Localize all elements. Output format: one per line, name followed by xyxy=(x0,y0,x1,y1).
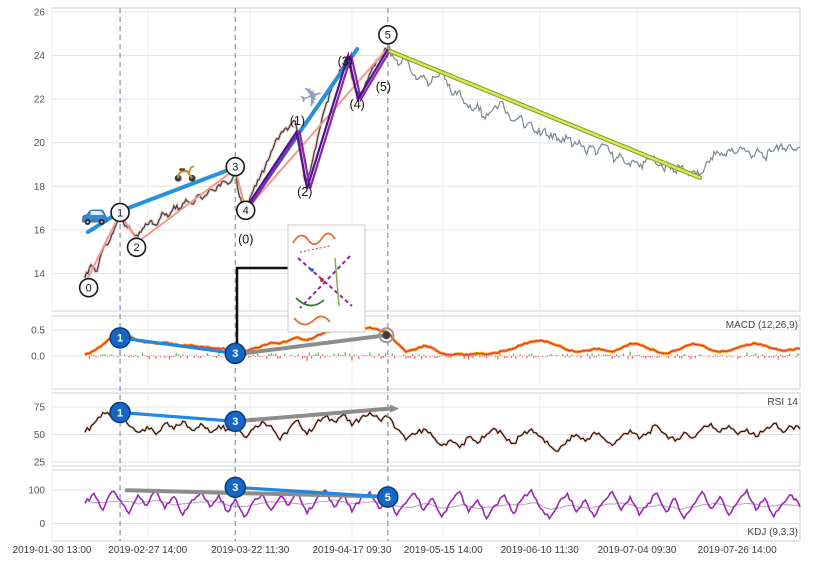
marker-circle-macd-1[interactable]: 1 xyxy=(109,327,131,349)
x-tick-label: 2019-03-22 11:30 xyxy=(211,545,290,556)
x-tick-label: 2019-06-10 11:30 xyxy=(501,545,580,556)
svg-text:5: 5 xyxy=(385,492,391,504)
y-tick-label: 100 xyxy=(28,486,45,497)
kdj-panel-label: KDJ (9,3,3) xyxy=(747,527,798,538)
x-tick-label: 2019-07-04 09:30 xyxy=(597,545,676,556)
macd-panel xyxy=(51,315,801,390)
svg-text:1: 1 xyxy=(117,333,123,345)
inset-dot xyxy=(320,278,324,282)
car-icon[interactable] xyxy=(82,209,108,226)
scooter-icon[interactable] xyxy=(174,165,196,182)
x-tick-label: 2019-02-27 14:00 xyxy=(108,545,187,556)
impulse-zigzag-purple-shadow xyxy=(249,48,392,207)
rsi-line xyxy=(84,409,801,452)
inset-sketch-green xyxy=(295,297,325,307)
x-tick-label: 2019-01-30 13:00 xyxy=(13,545,92,556)
price-line-decline xyxy=(387,44,801,178)
marker-circle-kdj-5[interactable]: 5 xyxy=(377,486,399,508)
trend-arrow-gray[interactable] xyxy=(233,406,393,424)
inset-sketch-purple-x xyxy=(297,255,353,309)
svg-text:3: 3 xyxy=(232,482,238,494)
y-tick-label: 24 xyxy=(34,51,46,62)
trend-line-blue[interactable] xyxy=(233,485,390,499)
inset-thumbnail[interactable] xyxy=(287,224,366,333)
sub-wave-label: (5) xyxy=(376,80,391,94)
sub-wave-label: (2) xyxy=(297,185,312,199)
inset-sketch-orange-top xyxy=(292,232,336,246)
svg-text:4: 4 xyxy=(243,205,249,217)
y-tick-label: 20 xyxy=(34,138,46,149)
trend-line-blue[interactable] xyxy=(118,336,237,355)
rsi-panel-label: RSI 14 xyxy=(767,397,798,408)
svg-text:3: 3 xyxy=(232,161,238,173)
svg-text:3: 3 xyxy=(232,416,238,428)
wave-circle-1[interactable]: 1 xyxy=(110,202,130,223)
wave-circle-4[interactable]: 4 xyxy=(235,200,256,221)
y-tick-label: 50 xyxy=(34,430,46,441)
marker-circle-kdj-3[interactable]: 3 xyxy=(224,476,247,499)
wave-trend-line-salmon[interactable] xyxy=(84,47,389,283)
y-tick-label: 14 xyxy=(34,269,46,280)
wave-circle-5[interactable]: 5 xyxy=(378,25,398,45)
inset-image[interactable] xyxy=(287,224,366,333)
y-tick-label: 0 xyxy=(39,519,45,530)
y-tick-label: 25 xyxy=(34,458,46,469)
inset-sketch-orange-bottom xyxy=(293,315,331,326)
sub-wave-label: (0) xyxy=(238,233,253,247)
arrow-end-ring xyxy=(378,327,395,344)
inset-sketch-green-line xyxy=(334,257,340,307)
sub-wave-label: (1) xyxy=(290,114,305,128)
wave-circle-3[interactable]: 3 xyxy=(225,156,246,177)
svg-text:2: 2 xyxy=(133,242,139,254)
inset-dot xyxy=(310,268,314,272)
macd-panel-label: MACD (12,26,9) xyxy=(725,320,798,331)
y-tick-label: 0.0 xyxy=(31,352,45,363)
svg-text:5: 5 xyxy=(385,30,391,42)
marker-circle-rsi-3[interactable]: 3 xyxy=(224,410,247,433)
svg-text:3: 3 xyxy=(232,348,238,360)
arrow-head xyxy=(390,404,400,413)
sub-wave-label: (3) xyxy=(338,55,353,69)
y-tick-label: 22 xyxy=(34,95,46,106)
trend-line-blue[interactable] xyxy=(118,410,237,423)
x-tick-label: 2019-04-17 09:30 xyxy=(312,545,391,556)
svg-text:1: 1 xyxy=(117,207,123,219)
svg-text:1: 1 xyxy=(117,407,123,419)
y-tick-label: 16 xyxy=(34,225,46,236)
inset-sketch-red xyxy=(299,245,331,253)
x-tick-label: 2019-05-15 14:00 xyxy=(404,545,483,556)
marker-circle-rsi-1[interactable]: 1 xyxy=(109,401,131,424)
wave-circle-0[interactable]: 0 xyxy=(78,277,99,298)
trend-arrow-gray[interactable] xyxy=(233,333,389,357)
kdj-k-line xyxy=(84,499,801,510)
decline-trend-line-green[interactable] xyxy=(388,50,701,179)
marker-circle-macd-3[interactable]: 3 xyxy=(224,342,247,365)
trend-line-blue[interactable] xyxy=(120,164,239,213)
y-tick-label: 0.5 xyxy=(31,326,45,337)
x-tick-label: 2019-07-26 14:00 xyxy=(698,545,777,556)
wave-circle-2[interactable]: 2 xyxy=(126,237,147,258)
macd-line xyxy=(84,326,801,356)
svg-text:0: 0 xyxy=(86,282,92,294)
y-tick-label: 18 xyxy=(34,182,46,193)
arrow-end-dot xyxy=(382,331,391,340)
y-tick-label: 75 xyxy=(34,402,46,413)
price-panel xyxy=(51,7,801,312)
callout-line xyxy=(235,266,288,343)
y-tick-label: 26 xyxy=(34,7,46,18)
kdj-j-line xyxy=(84,488,801,521)
sub-wave-label: (4) xyxy=(350,98,365,112)
impulse-zigzag-purple[interactable] xyxy=(246,48,389,207)
